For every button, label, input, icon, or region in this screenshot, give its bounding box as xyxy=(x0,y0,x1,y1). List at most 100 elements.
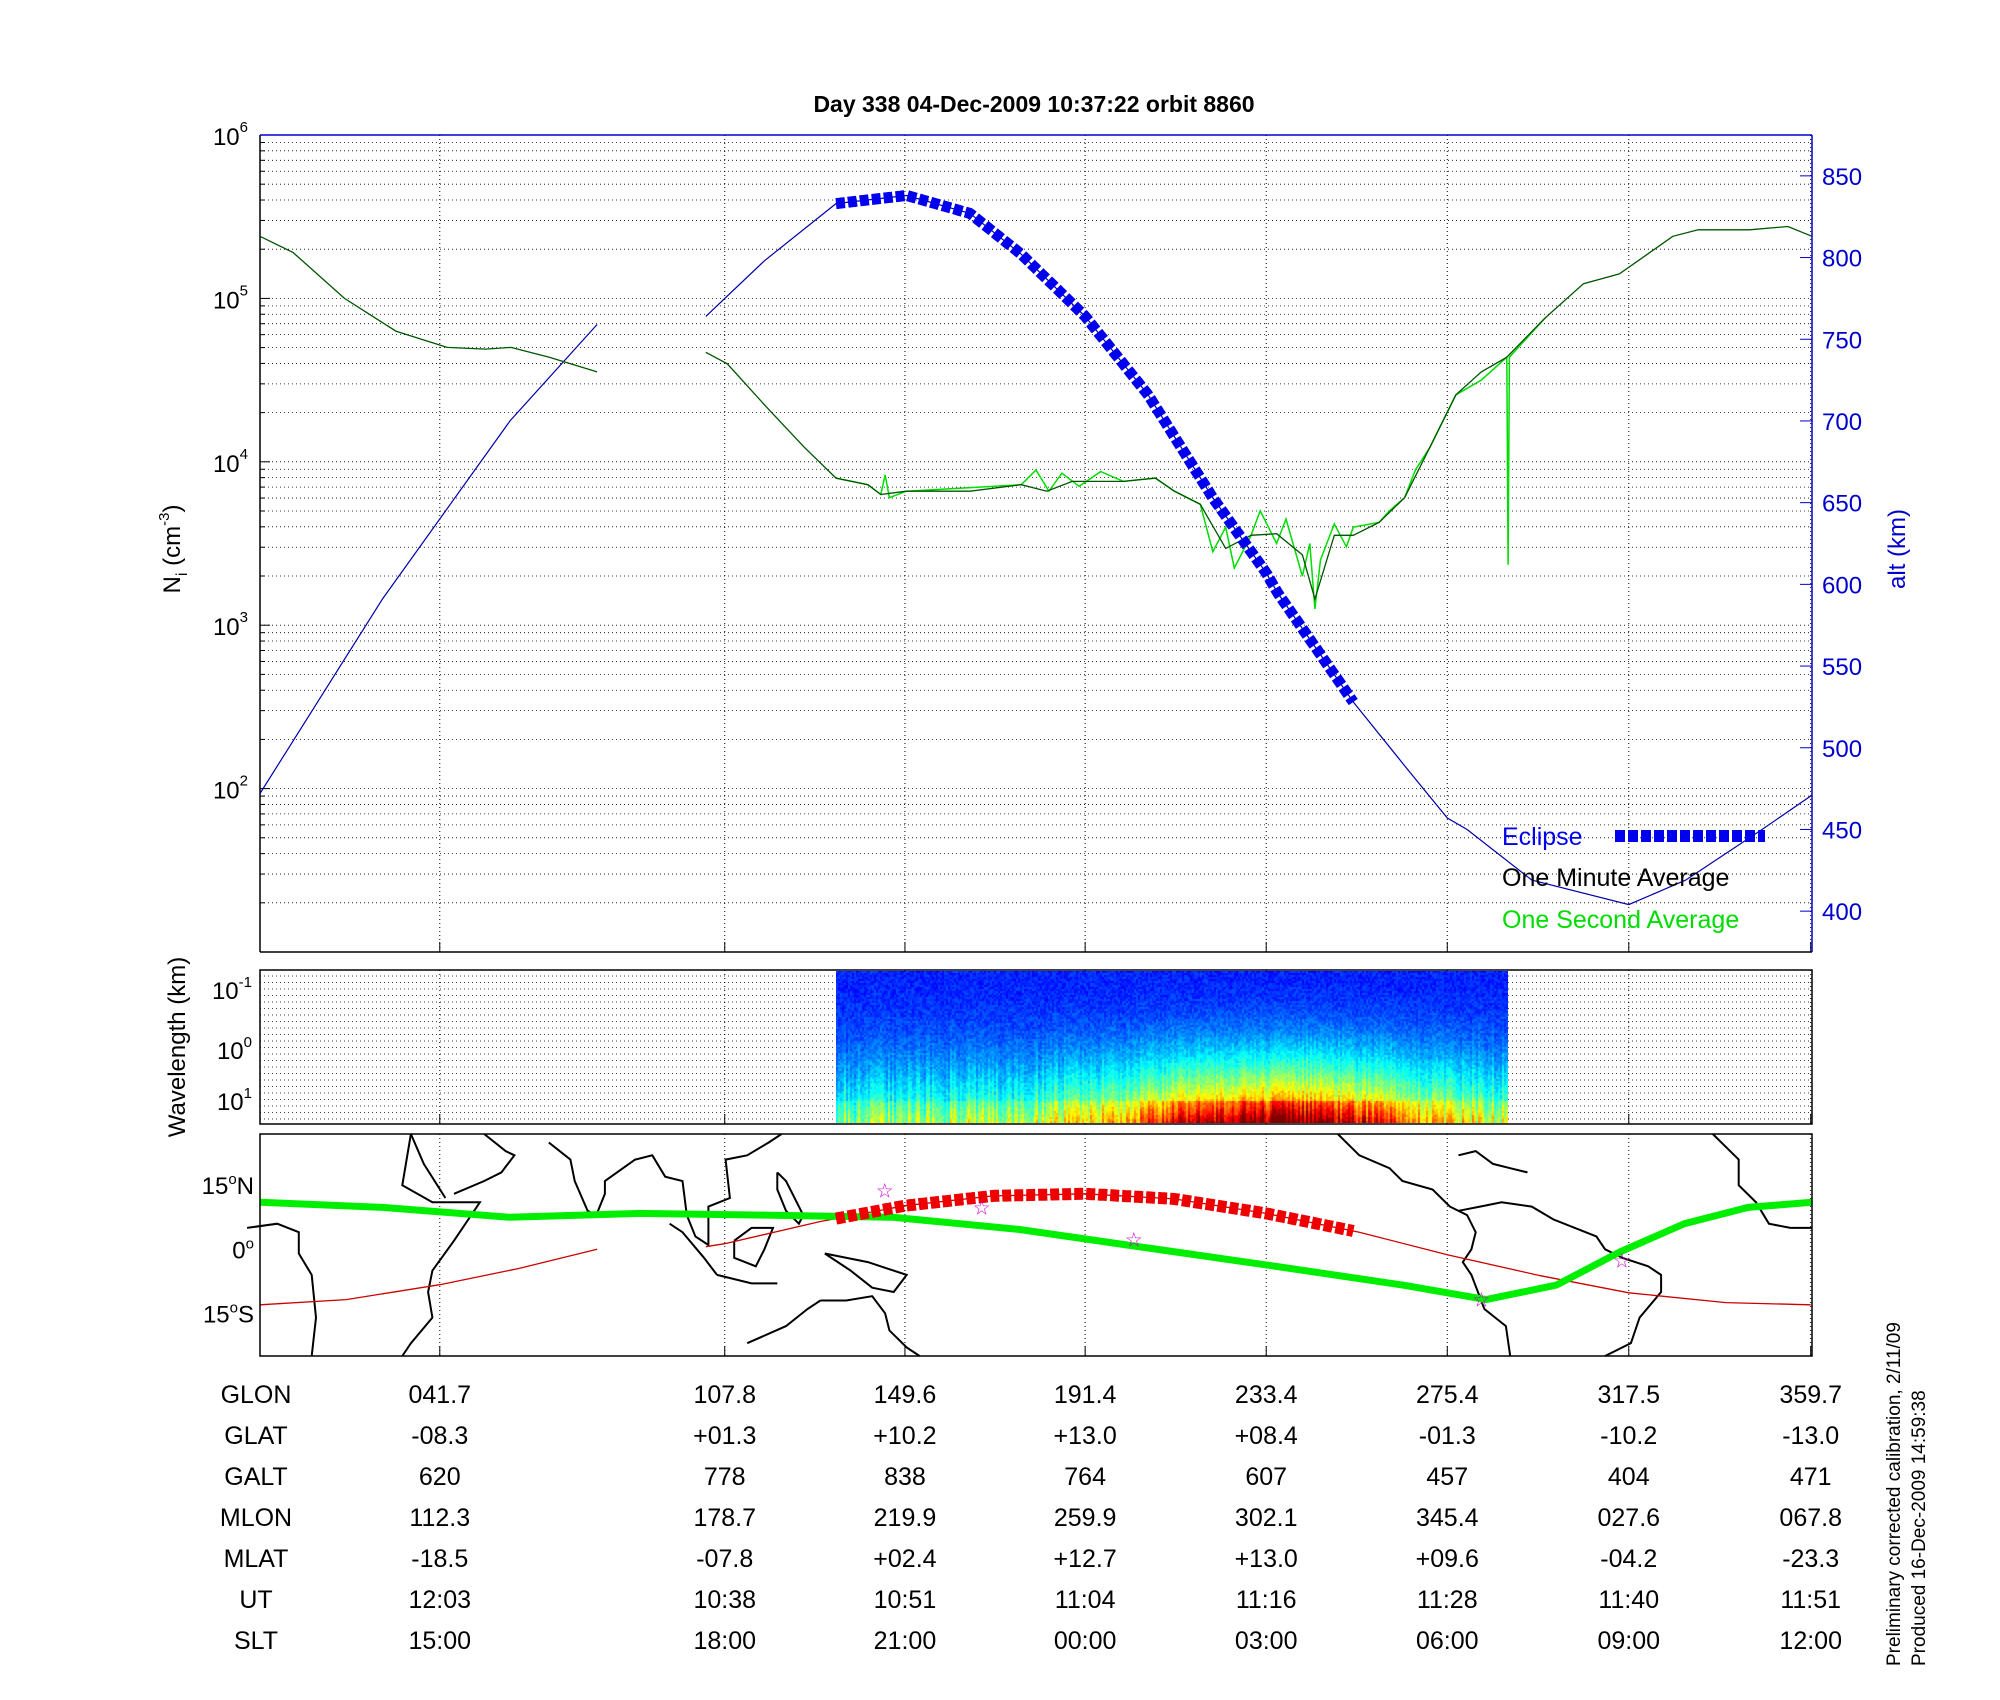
table-cell: 149.6 xyxy=(874,1381,937,1409)
y-label-part: ) xyxy=(159,505,186,513)
lat-tick-label: 15oS xyxy=(203,1299,254,1328)
y2-tick-label: 600 xyxy=(1822,572,1862,599)
table-row: GLAT -08.3 +01.3 +10.2 +13.0 +08.4 -01.3 -10.2 -… xyxy=(224,1422,1839,1450)
table-cell: 219.9 xyxy=(874,1504,937,1532)
table-cell: 259.9 xyxy=(1054,1504,1117,1532)
coastline xyxy=(820,1295,921,1357)
table-cell: 11:40 xyxy=(1598,1586,1659,1614)
coastline xyxy=(401,1133,482,1357)
table-cell: 838 xyxy=(884,1463,926,1491)
table-cell: +12.7 xyxy=(1054,1545,1117,1573)
table-cell: +10.2 xyxy=(873,1422,936,1450)
table-cell: +02.4 xyxy=(873,1545,936,1573)
coastline xyxy=(1712,1133,1812,1229)
coastline xyxy=(669,1222,718,1276)
table-cell: 191.4 xyxy=(1054,1381,1117,1409)
table-cell: 11:16 xyxy=(1236,1586,1297,1614)
y2-tick-label: 700 xyxy=(1822,409,1862,436)
table-cell: 112.3 xyxy=(409,1504,470,1532)
table-cell: 345.4 xyxy=(1416,1504,1479,1532)
table-cell: 12:03 xyxy=(408,1586,471,1614)
y-tick-label: 10-1 xyxy=(212,974,252,1005)
lat-value: 15 xyxy=(203,1301,230,1328)
star-marker: ☆ xyxy=(973,1197,991,1219)
row-label: GALT xyxy=(224,1463,287,1491)
legend: Eclipse One Minute Average One Second Aver… xyxy=(1502,823,1765,934)
coastline xyxy=(409,1133,447,1199)
coastline xyxy=(453,1133,516,1195)
tick-exponent: 4 xyxy=(240,446,248,463)
table-cell: 06:00 xyxy=(1416,1627,1479,1655)
table-cell: 067.8 xyxy=(1779,1504,1842,1532)
tick-base: 10 xyxy=(217,1038,244,1065)
table-cell: -08.3 xyxy=(411,1422,468,1450)
table-row: MLAT -18.5 -07.8 +02.4 +12.7 +13.0 +09.6 -04.2 -… xyxy=(224,1545,1840,1573)
table-row: MLON 112.3 178.7 219.9 259.9 302.1 345.4 027.6 0… xyxy=(220,1504,1842,1532)
table-cell: 11:04 xyxy=(1055,1586,1116,1614)
y2-tick-label: 850 xyxy=(1822,164,1862,191)
y-tick-label: 101 xyxy=(217,1085,252,1116)
table-cell: 03:00 xyxy=(1235,1627,1298,1655)
table-cell: -18.5 xyxy=(411,1545,468,1573)
tick-base: 10 xyxy=(212,978,239,1005)
table-cell: 620 xyxy=(419,1463,461,1491)
table-cell: -13.0 xyxy=(1782,1422,1839,1450)
star-marker: ☆ xyxy=(1613,1250,1631,1272)
table-cell: 21:00 xyxy=(874,1627,937,1655)
table-cell: +09.6 xyxy=(1416,1545,1479,1573)
coastline xyxy=(746,1299,821,1345)
ground-track-line xyxy=(259,1193,1811,1306)
y-tick-label: 102 xyxy=(213,773,248,805)
table-cell: +13.0 xyxy=(1235,1545,1298,1573)
hemisphere: N xyxy=(237,1173,254,1200)
y-label-part: -3 xyxy=(156,513,173,526)
table-cell: +08.4 xyxy=(1235,1422,1298,1450)
table-cell: 457 xyxy=(1426,1463,1468,1491)
tick-exponent: 5 xyxy=(240,282,248,299)
table-row: GLON 041.7 107.8 149.6 191.4 233.4 275.4 317.5 3… xyxy=(221,1381,1842,1409)
y-axis-label: Wavelength (km) xyxy=(164,957,191,1138)
coastline xyxy=(776,1171,805,1226)
tick-base: 10 xyxy=(217,1089,244,1116)
density-panel: 1021031041051064004505005506006507007508… xyxy=(156,119,1911,953)
table-cell: 275.4 xyxy=(1416,1381,1479,1409)
star-marker: ☆ xyxy=(876,1180,894,1202)
y-tick-label: 103 xyxy=(213,609,248,641)
coastline xyxy=(824,1252,909,1294)
table-cell: 778 xyxy=(704,1463,746,1491)
table-cell: 317.5 xyxy=(1597,1381,1660,1409)
y-label-part: i xyxy=(174,573,191,577)
tick-exponent: 3 xyxy=(240,609,248,626)
table-cell: 178.7 xyxy=(693,1504,756,1532)
lat-value: 0 xyxy=(232,1237,245,1264)
table-cell: 764 xyxy=(1064,1463,1106,1491)
tick-exponent: 1 xyxy=(244,1085,252,1102)
table-cell: 11:28 xyxy=(1417,1586,1478,1614)
table-cell: -04.2 xyxy=(1600,1545,1657,1573)
tick-base: 10 xyxy=(213,614,240,641)
y2-axis-label: alt (km) xyxy=(1884,509,1911,589)
star-marker: ☆ xyxy=(1125,1229,1143,1251)
row-label: MLAT xyxy=(224,1545,289,1573)
spectrogram-frame xyxy=(259,969,1813,1125)
y-tick-label: 104 xyxy=(213,446,248,478)
y2-tick-label: 800 xyxy=(1822,246,1862,273)
table-cell: -07.8 xyxy=(696,1545,753,1573)
table-cell: 18:00 xyxy=(693,1627,756,1655)
tick-exponent: 6 xyxy=(240,119,248,136)
y-label-part: N xyxy=(159,576,186,593)
tick-base: 10 xyxy=(213,287,240,314)
table-row: SLT 15:00 18:00 21:00 00:00 03:00 06:00 09:00 12… xyxy=(234,1627,1842,1655)
table-cell: 404 xyxy=(1608,1463,1650,1491)
y2-tick-label: 650 xyxy=(1822,491,1862,518)
altitude-line xyxy=(259,194,1813,906)
table-cell: 041.7 xyxy=(408,1381,471,1409)
lat-tick-label: 15oN xyxy=(202,1171,254,1200)
tick-base: 10 xyxy=(213,124,240,151)
chart-title: Day 338 04-Dec-2009 10:37:22 orbit 8860 xyxy=(813,91,1254,117)
coastline xyxy=(246,1222,318,1357)
tick-base: 10 xyxy=(213,778,240,805)
row-label: UT xyxy=(239,1586,272,1614)
green-track-line xyxy=(259,1198,1813,1304)
tick-exponent: -1 xyxy=(239,974,252,991)
